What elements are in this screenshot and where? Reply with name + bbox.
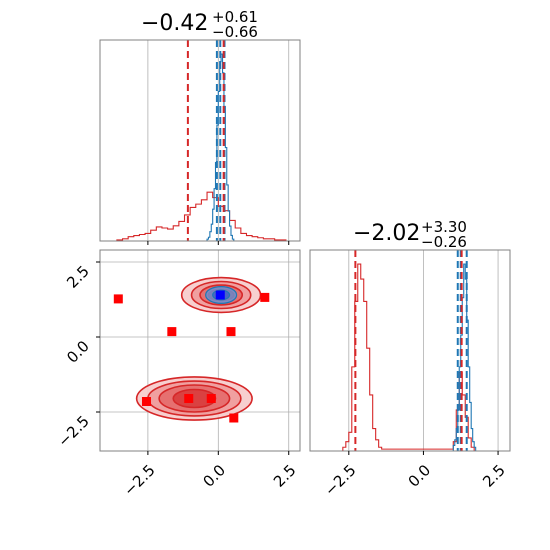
marginal-panel-param-2 bbox=[309, 249, 511, 455]
y-tick-label-param-2-0: −2.5 bbox=[54, 412, 92, 450]
y-tick-label-param-2-2: 2.5 bbox=[63, 262, 93, 292]
title-param-1: −0.42 +0.61 −0.66 bbox=[141, 8, 258, 41]
title-1-main: −0.42 bbox=[141, 11, 208, 36]
x-tick-label-param-1-0: −2.5 bbox=[120, 461, 158, 499]
red-marker-2 bbox=[167, 327, 177, 337]
blue-histogram-param-2 bbox=[452, 263, 477, 451]
title-param-2: −2.02 +3.30 −0.26 bbox=[353, 218, 467, 251]
x-tick-label-param-2-0: −2.5 bbox=[321, 461, 359, 499]
blue-histogram-param-1 bbox=[206, 53, 235, 241]
blue-marker bbox=[215, 290, 225, 300]
joint-frame bbox=[99, 249, 301, 452]
red-marker-1 bbox=[260, 292, 270, 302]
red-marker-3 bbox=[226, 327, 236, 337]
title-2-sub: −0.26 bbox=[421, 233, 467, 251]
title-2-main: −2.02 bbox=[353, 221, 420, 246]
marginal-frame-param-2 bbox=[309, 249, 511, 452]
red-marker-5 bbox=[184, 394, 194, 403]
marginal-panel-param-1 bbox=[99, 39, 301, 245]
marginal-frame-param-1 bbox=[99, 39, 301, 242]
title-1-sub: −0.66 bbox=[212, 23, 258, 41]
red-marker-0 bbox=[113, 294, 123, 304]
x-tick-label-param-2-2: 2.5 bbox=[479, 461, 509, 491]
x-tick-label-param-2-1: 0.0 bbox=[405, 461, 435, 491]
red-marker-7 bbox=[229, 413, 239, 423]
joint-panel bbox=[96, 249, 301, 455]
red-histogram-param-1 bbox=[116, 191, 287, 241]
x-tick-label-param-1-1: 0.0 bbox=[200, 461, 230, 491]
title-2-sup: +3.30 bbox=[421, 218, 467, 236]
red-marker-4 bbox=[141, 397, 151, 406]
red-histogram-param-2 bbox=[342, 263, 475, 451]
red-marker-6 bbox=[206, 394, 216, 403]
x-tick-label-param-1-2: 2.5 bbox=[270, 461, 300, 491]
title-1-sup: +0.61 bbox=[212, 8, 258, 26]
y-tick-label-param-2-1: 0.0 bbox=[63, 337, 93, 367]
